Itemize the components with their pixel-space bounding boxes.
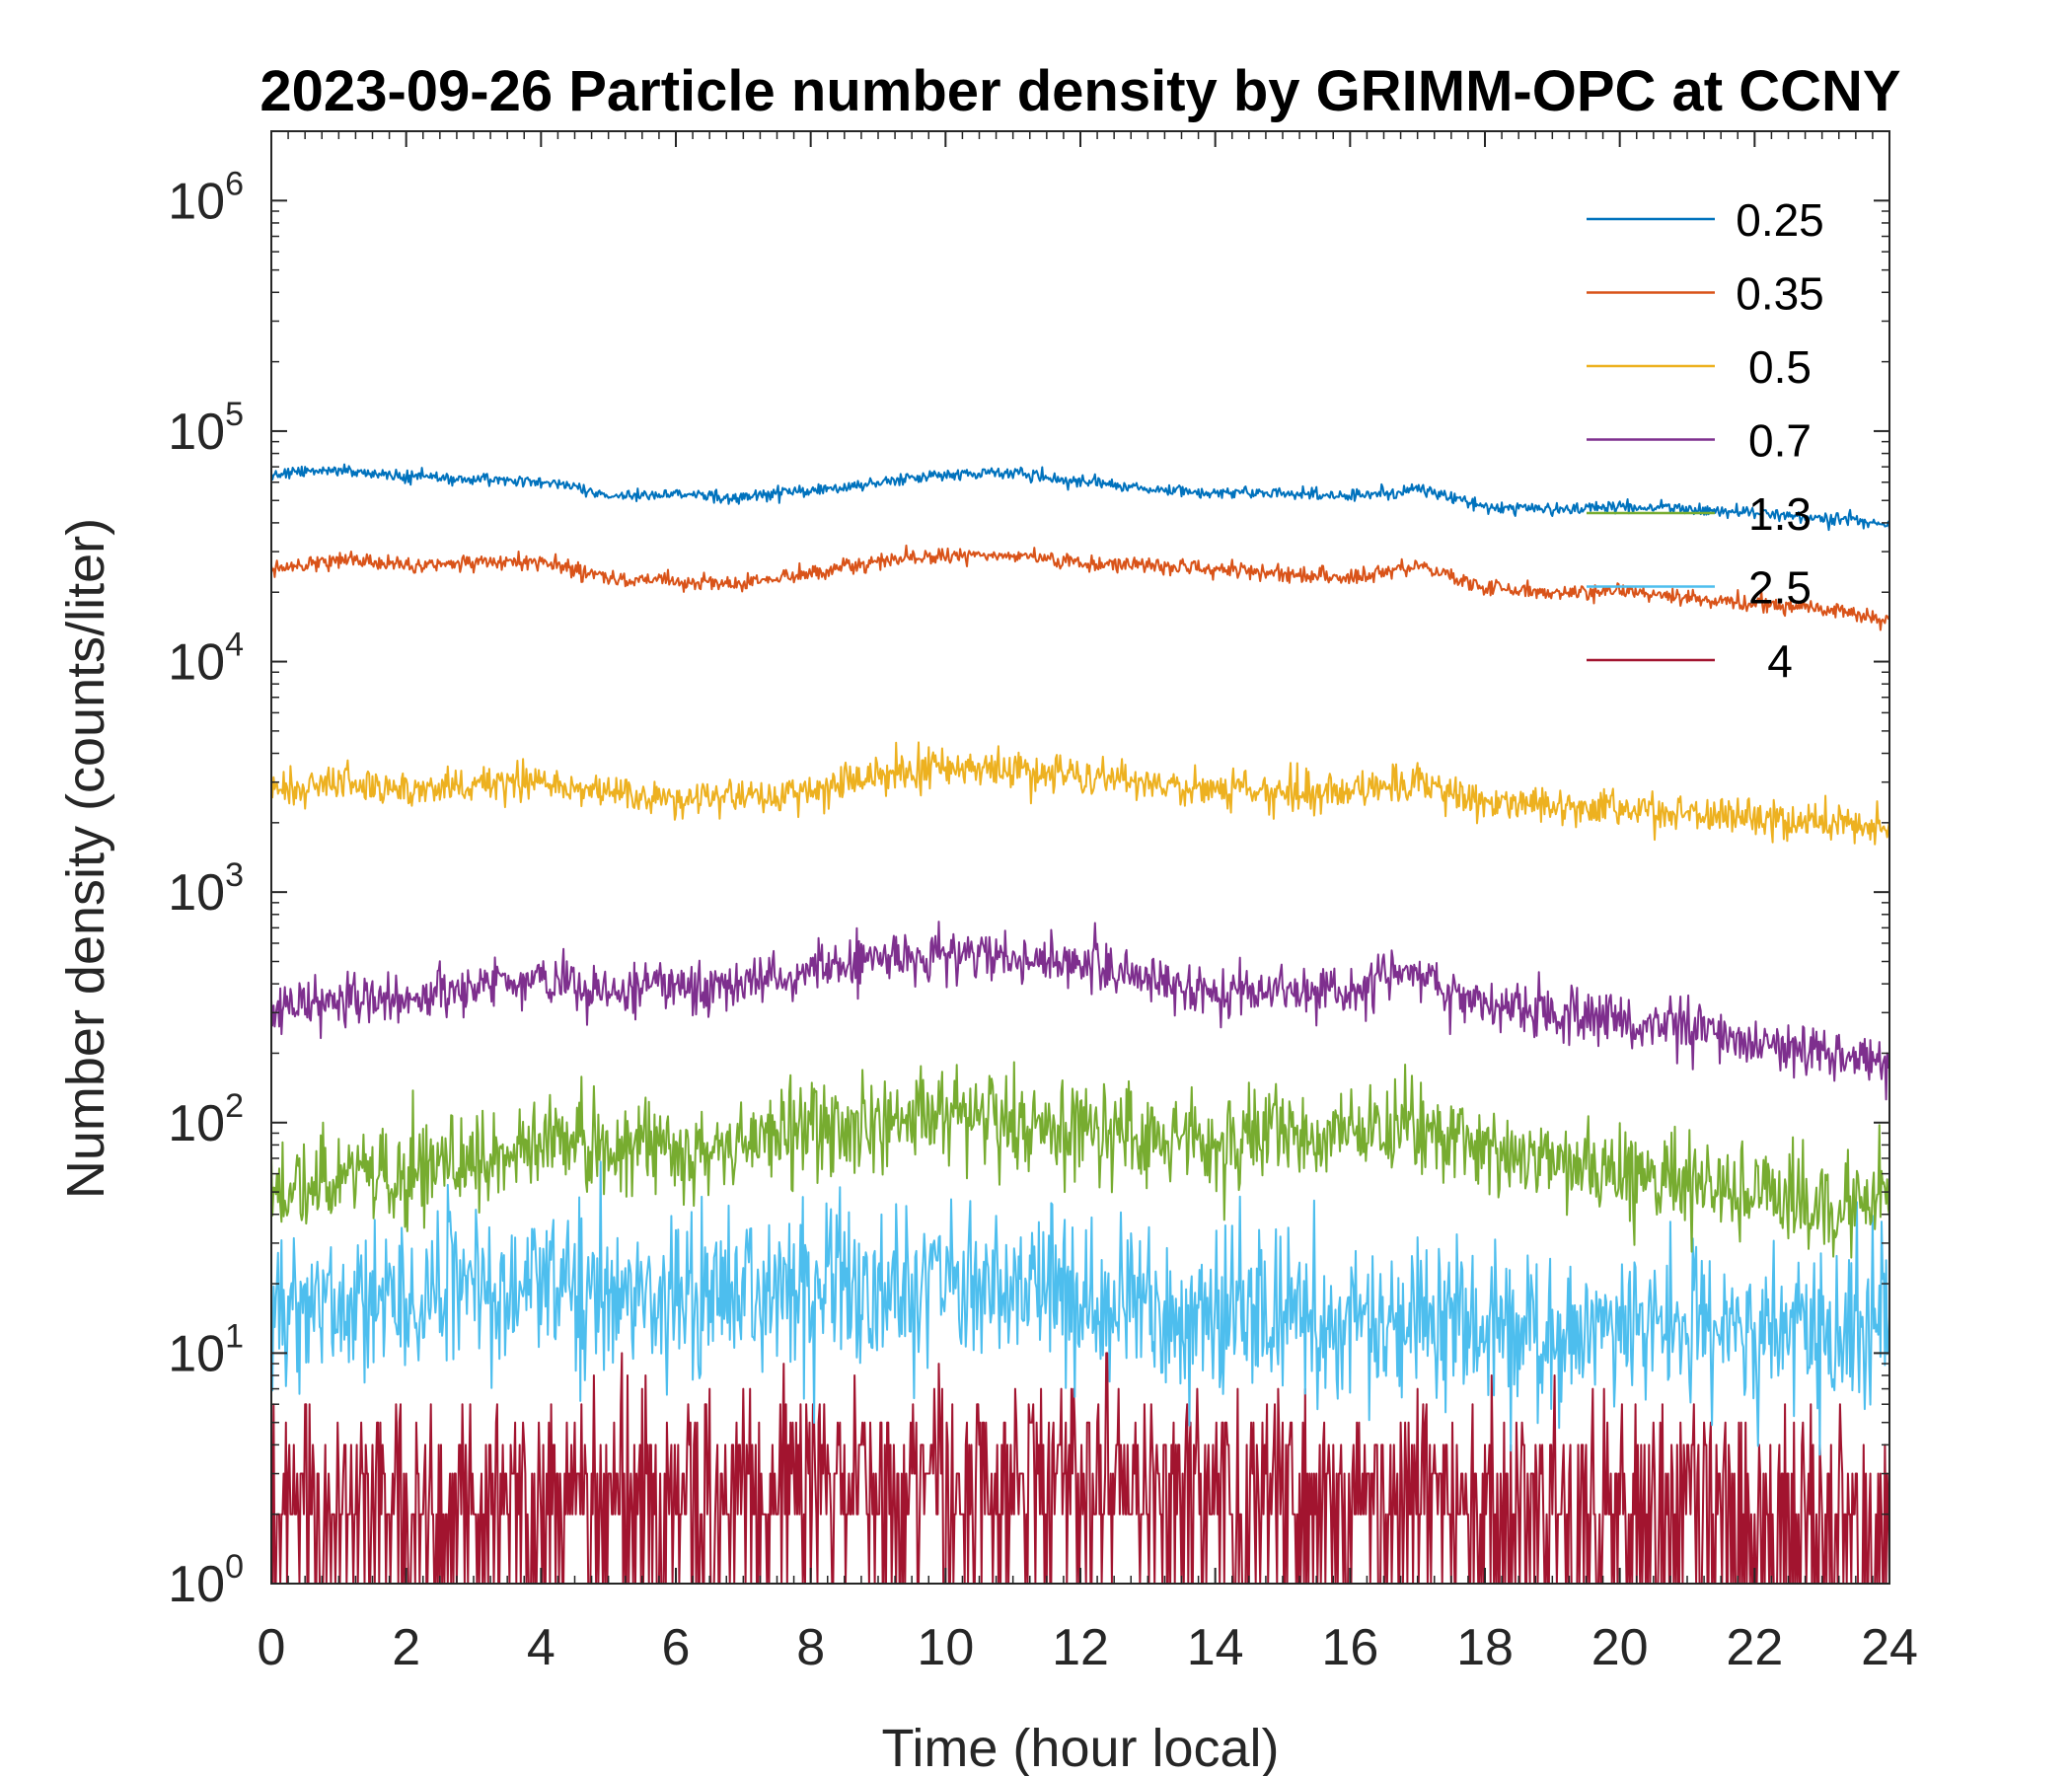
chart-title: 2023-09-26 Particle number density by GR…: [259, 59, 1900, 123]
legend-label: 2.5: [1748, 562, 1812, 614]
legend-label: 0.7: [1748, 415, 1812, 467]
tick-layer: [270, 130, 1890, 1585]
y-tick-label: 105: [168, 396, 244, 461]
x-tick-label: 18: [1456, 1619, 1514, 1676]
tick-labels: 0 2 4 6 8 10 12 14 16 18 20 22 241001011021031041051…: [168, 165, 1918, 1676]
x-tick-label: 12: [1052, 1619, 1109, 1676]
series-line-0_25: [270, 463, 1890, 532]
series-line-2_5: [270, 1160, 1890, 1456]
x-tick-label: 14: [1187, 1619, 1244, 1676]
y-axis-label: Number density (counts/liter): [56, 518, 115, 1199]
series-line-0_35: [270, 544, 1890, 631]
y-tick-label: 100: [168, 1548, 244, 1613]
series-layer: [270, 463, 1890, 1585]
y-tick-label: 102: [168, 1087, 244, 1152]
x-tick-label: 4: [527, 1619, 555, 1676]
x-tick-label: 16: [1321, 1619, 1378, 1676]
x-tick-label: 22: [1726, 1619, 1783, 1676]
x-tick-label: 10: [917, 1619, 974, 1676]
series-line-0_7: [270, 921, 1890, 1101]
x-tick-label: 0: [258, 1619, 286, 1676]
axes-box: [270, 130, 1890, 1585]
x-tick-label: 20: [1591, 1619, 1649, 1676]
legend-label: 1.3: [1748, 488, 1812, 540]
x-tick-label: 24: [1861, 1619, 1918, 1676]
x-tick-label: 6: [662, 1619, 691, 1676]
legend-label: 0.25: [1736, 194, 1824, 246]
y-tick-label: 106: [168, 165, 244, 230]
legend-label: 4: [1767, 635, 1793, 687]
series-line-0_5: [270, 741, 1890, 846]
x-tick-label: 8: [796, 1619, 825, 1676]
y-tick-label: 103: [168, 856, 244, 922]
series-line-1_3: [270, 1061, 1890, 1259]
x-tick-label: 2: [392, 1619, 420, 1676]
legend-label: 0.35: [1736, 268, 1824, 320]
legend-label: 0.5: [1748, 341, 1812, 393]
y-tick-label: 101: [168, 1317, 244, 1382]
legend: 0.25 0.35 0.5 0.7 1.3 2.5 4: [1587, 194, 1824, 687]
series-line-4: [270, 1352, 1890, 1585]
y-tick-label: 104: [168, 627, 244, 692]
x-axis-label: Time (hour local): [881, 1719, 1279, 1776]
